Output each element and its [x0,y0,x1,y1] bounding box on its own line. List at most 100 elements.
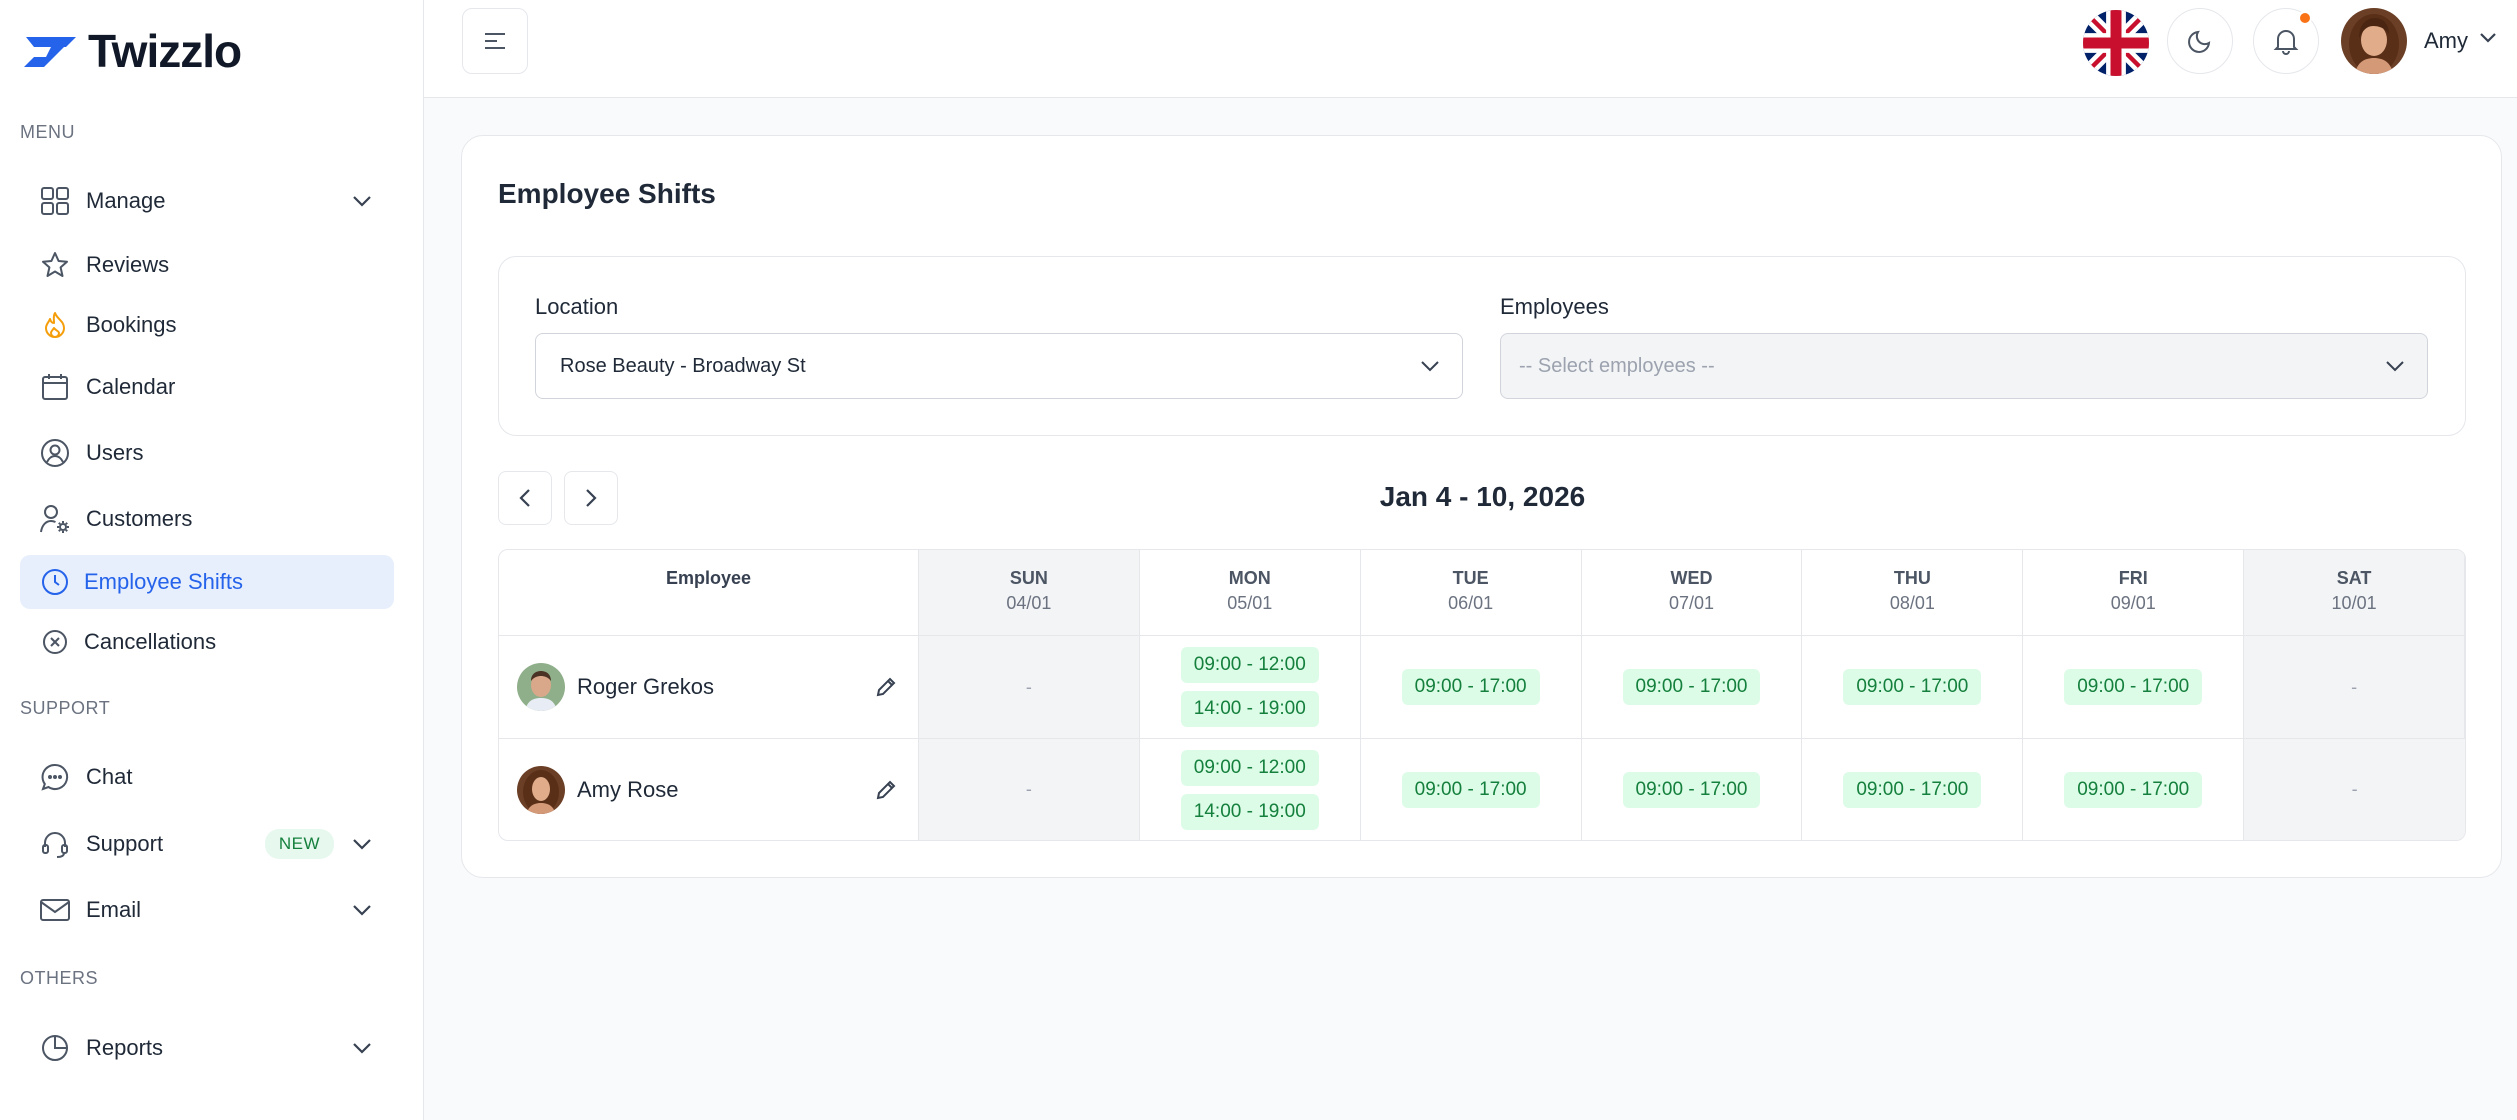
chat-icon [38,760,72,794]
sidebar-item-users[interactable]: Users [20,426,394,480]
shift-cell[interactable]: 09:00 - 17:00 [2023,739,2245,840]
brand-name: Twizzlo [88,25,242,77]
chevron-down-icon [352,1042,372,1054]
sidebar-item-email[interactable]: Email [20,883,394,937]
chevron-left-icon [519,489,530,507]
no-shift-dash: - [1025,676,1032,697]
no-shift-dash: - [2351,779,2358,799]
shift-cell[interactable]: 09:00 - 17:00 [1802,636,2024,739]
shift-pill[interactable]: 09:00 - 12:00 [1180,749,1319,786]
location-select[interactable]: Rose Beauty - Broadway St [535,333,1463,399]
edit-icon[interactable] [874,675,898,699]
sidebar-item-label: Email [86,897,142,922]
shift-pill[interactable]: 09:00 - 17:00 [2064,669,2203,705]
top-header: Amy [424,0,2517,98]
employee-name[interactable]: Roger Grekos [577,674,714,699]
previous-week-button[interactable] [498,471,552,525]
sidebar-item-manage[interactable]: Manage [20,174,394,228]
theme-toggle-button[interactable] [2167,8,2233,74]
shift-cell[interactable]: 09:00 - 17:00 [1582,739,1803,840]
employees-select[interactable]: -- Select employees -- [1500,333,2428,399]
shift-pill[interactable]: 09:00 - 17:00 [1401,669,1540,705]
shift-cell[interactable]: 09:00 - 17:00 [1360,636,1582,739]
week-range-label: Jan 4 - 10, 2026 [1379,481,1586,512]
day-name: THU [1893,568,1931,588]
shift-cell[interactable]: 09:00 - 17:00 [2023,636,2245,739]
sidebar-item-chat[interactable]: Chat [20,750,394,804]
shift-cell[interactable]: 09:00 - 17:00 [1802,739,2024,840]
others-group-label: OTHERS [20,968,99,988]
x-circle-icon [38,625,72,659]
moon-icon [2188,30,2211,53]
calendar-icon [38,370,72,404]
flame-icon [38,308,72,342]
sidebar-item-reports[interactable]: Reports [20,1021,394,1075]
notification-dot [2298,11,2312,25]
day-header-sun: SUN 04/01 [919,550,1140,636]
next-week-button[interactable] [564,471,618,525]
new-badge: NEW [264,829,334,859]
location-label: Location [535,294,619,319]
shift-cell[interactable]: - [2244,739,2465,840]
shift-pill[interactable]: 09:00 - 12:00 [1180,647,1319,683]
shift-cell[interactable]: - [919,739,1140,840]
day-header-tue: TUE 06/01 [1360,550,1582,636]
bell-icon [2273,30,2299,55]
edit-icon[interactable] [874,778,898,802]
day-name: SAT [2336,568,2372,588]
shift-pill[interactable]: 09:00 - 17:00 [2064,771,2203,808]
sidebar-item-label: Bookings [86,312,177,337]
employee-cell: Amy Rose [499,739,919,840]
shift-cell[interactable]: 09:00 - 17:00 [1361,739,1582,840]
support-group-label: SUPPORT [20,698,111,718]
chevron-down-icon [352,838,372,850]
chevron-down-icon [352,195,372,207]
day-date: 10/01 [2331,593,2377,613]
sidebar-item-customers[interactable]: Customers [20,492,394,546]
chevron-down-icon [352,904,372,916]
shift-pill[interactable]: 09:00 - 17:00 [1843,771,1982,808]
user-gear-icon [38,502,72,536]
notifications-button[interactable] [2253,8,2319,74]
user-avatar-image [2341,8,2407,74]
sidebar-item-label: Cancellations [84,629,217,654]
day-header-mon: MON 05/01 [1139,550,1361,636]
sidebar-item-support[interactable]: Support NEW [20,817,394,871]
day-name: MON [1228,568,1271,588]
sidebar-item-label: Support [86,831,164,856]
shift-pill[interactable]: 09:00 - 17:00 [1401,771,1540,808]
uk-flag-icon [2083,10,2149,76]
shift-cell[interactable]: 09:00 - 17:00 [1581,636,1803,739]
day-date: 08/01 [1889,593,1935,613]
sidebar-item-calendar[interactable]: Calendar [20,360,394,414]
page-title: Employee Shifts [498,178,716,209]
no-shift-dash: - [2351,676,2358,697]
day-date: 06/01 [1448,593,1494,613]
shift-cell[interactable]: - [2244,636,2465,739]
star-icon [38,248,72,282]
language-switcher[interactable] [2083,10,2149,76]
shift-cell[interactable]: 09:00 - 12:00 14:00 - 19:00 [1140,739,1361,840]
brand-logo[interactable]: Twizzlo [22,24,242,78]
day-date: 07/01 [1668,593,1715,613]
sidebar-toggle-button[interactable] [462,8,528,74]
avatar [517,765,565,814]
shift-cell[interactable]: 09:00 - 12:00 14:00 - 19:00 [1139,636,1361,739]
pie-chart-icon [38,1031,72,1065]
shift-pill[interactable]: 14:00 - 19:00 [1180,793,1319,830]
user-name[interactable]: Amy [2424,28,2468,53]
day-name: FRI [2118,568,2148,588]
sidebar-item-reviews[interactable]: Reviews [20,238,394,292]
employee-name[interactable]: Amy Rose [577,776,679,802]
shift-cell[interactable]: - [919,636,1140,739]
avatar[interactable] [2341,8,2407,74]
sidebar-item-cancellations[interactable]: Cancellations [20,615,394,669]
chevron-down-icon[interactable] [2479,32,2497,43]
day-name: SUN [1009,568,1048,588]
shift-pill[interactable]: 09:00 - 17:00 [1622,771,1761,808]
sidebar-item-employee-shifts[interactable]: Employee Shifts [20,555,394,609]
shift-pill[interactable]: 09:00 - 17:00 [1843,669,1982,705]
sidebar-item-bookings[interactable]: Bookings [20,298,394,352]
shift-pill[interactable]: 09:00 - 17:00 [1622,669,1761,705]
shift-pill[interactable]: 14:00 - 19:00 [1180,691,1319,727]
